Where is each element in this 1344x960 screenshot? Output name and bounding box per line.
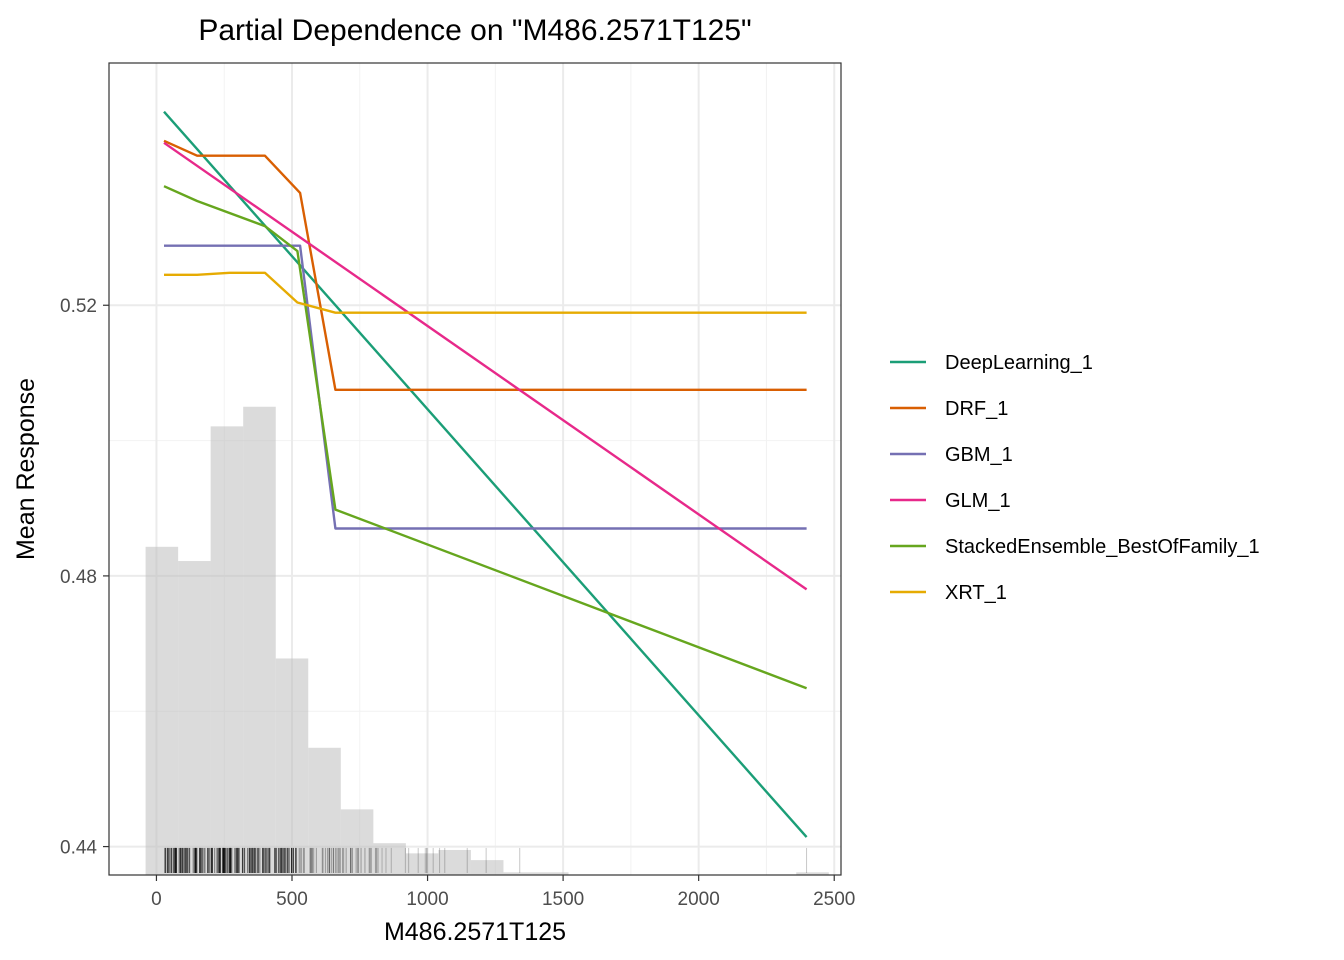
histogram-bar: [438, 850, 471, 875]
y-tick-label: 0.52: [60, 296, 97, 317]
legend-label-xrt-1: XRT_1: [945, 582, 1007, 604]
y-tick-label: 0.44: [60, 838, 97, 859]
x-tick-label: 0: [151, 889, 162, 910]
x-tick-label: 2000: [678, 889, 720, 910]
chart-title: Partial Dependence on "M486.2571T125": [198, 14, 751, 47]
x-tick-label: 2500: [813, 889, 855, 910]
x-tick-label: 1000: [406, 889, 448, 910]
plot-area: [109, 63, 841, 875]
histogram-bar: [276, 658, 309, 875]
legend-label-deeplearning-1: DeepLearning_1: [945, 352, 1093, 374]
x-axis-title: M486.2571T125: [384, 918, 566, 946]
histogram-bar: [243, 407, 276, 875]
legend-label-gbm-1: GBM_1: [945, 444, 1013, 466]
x-tick-label: 500: [276, 889, 308, 910]
histogram-bar: [471, 860, 504, 875]
histogram-bar: [178, 561, 211, 875]
histogram-bar: [211, 426, 244, 875]
legend-label-glm-1: GLM_1: [945, 490, 1011, 512]
x-tick-label: 1500: [542, 889, 584, 910]
histogram-bar: [308, 748, 341, 875]
y-axis-title: Mean Response: [12, 378, 40, 560]
legend-label-drf-1: DRF_1: [945, 398, 1008, 420]
legend-label-stackedensemble-bestoffamily-1: StackedEnsemble_BestOfFamily_1: [945, 536, 1260, 558]
y-tick-label: 0.48: [60, 567, 97, 588]
histogram-bar: [146, 547, 179, 875]
